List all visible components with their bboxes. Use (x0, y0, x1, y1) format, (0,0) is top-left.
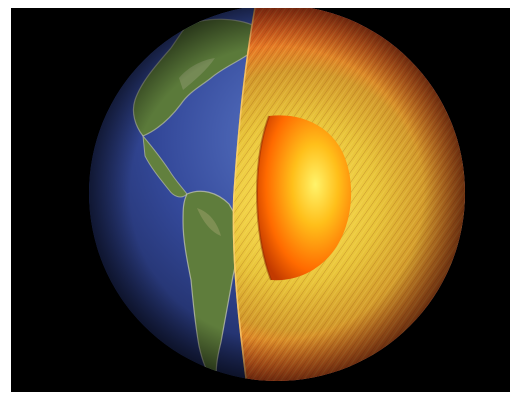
earth-cutaway-illustration (89, 8, 465, 381)
image-frame (11, 8, 510, 392)
globe (89, 8, 465, 381)
